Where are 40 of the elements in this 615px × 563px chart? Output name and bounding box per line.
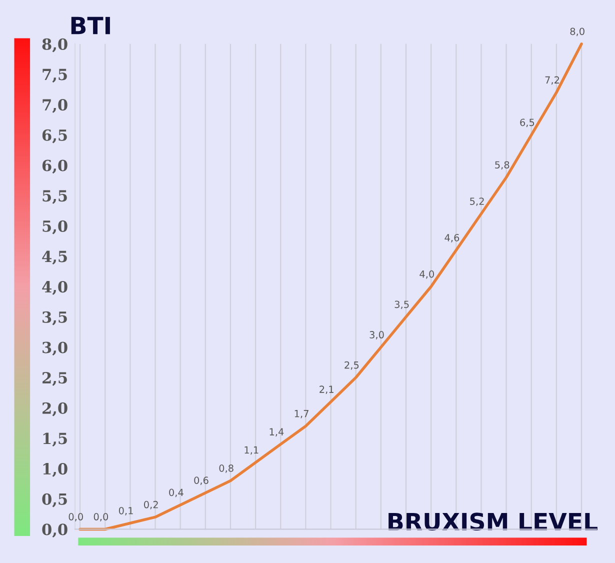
y-tick-label: 6,5: [42, 129, 67, 144]
y-tick-label: 1,5: [43, 432, 67, 447]
y-tick-label: 0,5: [42, 493, 67, 508]
y-tick-label: 2,0: [42, 402, 68, 416]
data-label: 1,7: [294, 410, 308, 418]
data-label: 1,4: [270, 428, 284, 436]
y-tick-label: 8,0: [42, 38, 68, 52]
y-tick-label: 0,0: [42, 524, 68, 538]
data-label: 0,8: [219, 464, 234, 473]
data-label: 0,0: [68, 513, 83, 522]
data-label: 0,0: [94, 513, 108, 522]
y-tick-label: 3,5: [42, 311, 67, 326]
data-label: 4,6: [444, 234, 460, 242]
data-label: 0,2: [144, 500, 158, 510]
y-tick-label: 5,5: [42, 190, 67, 204]
data-label: 3,0: [370, 331, 384, 340]
data-label: 4,0: [420, 270, 434, 279]
data-label: 0,6: [194, 476, 208, 485]
data-label: 1,1: [244, 446, 258, 455]
data-label: 0,1: [118, 506, 133, 516]
data-label: 8,0: [570, 28, 584, 36]
y-tick-label: 7,0: [42, 99, 68, 113]
y-tick-label: 5,0: [42, 220, 68, 234]
y-tick-label: 6,0: [42, 160, 68, 174]
data-label: 0,4: [169, 488, 184, 498]
data-label: 5,2: [470, 198, 484, 206]
data-label: 3,5: [394, 300, 409, 310]
y-tick-label: 2,5: [42, 372, 67, 386]
data-label: 6,5: [520, 118, 534, 128]
y-tick-label: 4,0: [42, 281, 68, 295]
y-tick-label: 1,0: [43, 463, 68, 477]
y-tick-label: 3,0: [42, 342, 68, 356]
y-axis-title: BTI: [71, 16, 110, 34]
x-axis-title: BRUXISM LEVEL: [388, 512, 598, 531]
data-label: 5,8: [495, 161, 510, 170]
data-label: 7,2: [545, 76, 560, 85]
data-label: 2,5: [344, 361, 359, 370]
data-label: 2,1: [320, 386, 334, 394]
y-tick-label: 7,5: [42, 68, 67, 83]
y-tick-label: 4,5: [42, 250, 67, 265]
